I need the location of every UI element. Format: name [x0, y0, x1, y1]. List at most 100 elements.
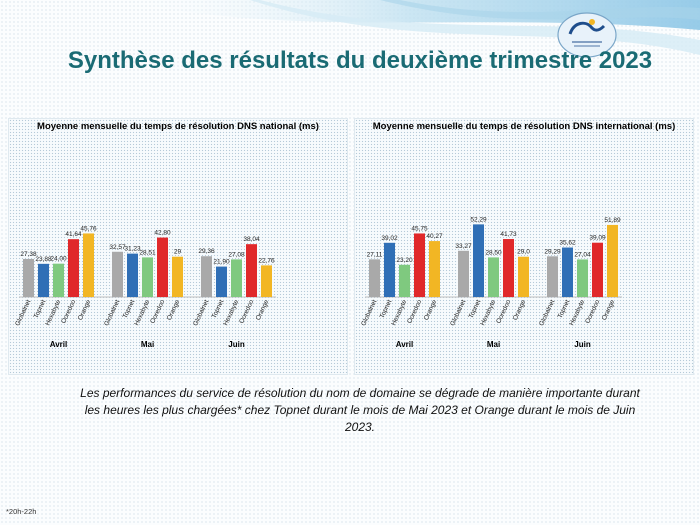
summary-text: Les performances du service de résolutio…: [80, 386, 640, 434]
tick-label-orange: Orange: [166, 299, 182, 322]
data-label: 41,64: [65, 231, 82, 238]
data-label: 52,29: [470, 216, 487, 223]
bar-ooredoo: [414, 233, 425, 297]
bar-hexabyte: [231, 259, 242, 297]
bar-orange: [172, 256, 183, 297]
bar-globalnet: [201, 256, 212, 297]
tick-label-globalnet: Globalnet: [449, 299, 467, 327]
bar-ooredoo: [157, 237, 168, 297]
chart-panel-national: Moyenne mensuelle du temps de résolution…: [8, 118, 348, 375]
bar-topnet: [562, 247, 573, 297]
group-label: Mai: [141, 340, 154, 349]
bar-orange: [261, 265, 272, 297]
data-label: 29: [174, 249, 182, 256]
data-label: 45,76: [80, 225, 97, 232]
tick-label-ooredoo: Ooredoo: [495, 299, 512, 325]
data-label: 35,62: [559, 240, 576, 247]
data-label: 24,00: [50, 256, 67, 263]
data-label: 42,80: [154, 230, 171, 237]
data-label: 39,02: [381, 235, 398, 242]
bar-ooredoo: [246, 244, 257, 297]
data-label: 23,20: [396, 257, 413, 264]
bar-orange: [429, 241, 440, 297]
bar-topnet: [473, 224, 484, 297]
data-label: 31,23: [124, 246, 141, 253]
data-label: 29,29: [544, 248, 561, 255]
bar-globalnet: [458, 250, 469, 297]
tick-label-globalnet: Globalnet: [538, 299, 556, 327]
bar-topnet: [384, 242, 395, 297]
data-label: 22,76: [258, 257, 275, 264]
data-label: 23,88: [35, 256, 52, 263]
data-label: 27,11: [367, 251, 383, 258]
tick-label-topnet: Topnet: [468, 299, 483, 320]
tick-label-ooredoo: Ooredoo: [406, 299, 423, 325]
tick-label-orange: Orange: [255, 299, 271, 322]
data-label: 27,04: [574, 251, 591, 258]
group-label: Avril: [50, 340, 68, 349]
bar-hexabyte: [577, 259, 588, 297]
chart-title-international: Moyenne mensuelle du temps de résolution…: [372, 121, 676, 132]
bar-ooredoo: [592, 242, 603, 297]
bar-orange: [83, 233, 94, 297]
page-title: Synthèse des résultats du deuxième trime…: [67, 47, 653, 74]
bar-hexabyte: [488, 257, 499, 297]
tick-label-ooredoo: Ooredoo: [60, 299, 77, 325]
data-label: 40,27: [426, 233, 443, 240]
bar-topnet: [216, 266, 227, 297]
bar-hexabyte: [142, 257, 153, 297]
tick-label-ooredoo: Ooredoo: [584, 299, 601, 325]
tick-label-topnet: Topnet: [211, 299, 226, 320]
data-label: 51,89: [604, 217, 621, 224]
data-label: 27,38: [20, 251, 37, 258]
chart-national: 27,38Globalnet23,88Topnet24,00Hexabyte41…: [14, 225, 276, 349]
bar-hexabyte: [53, 263, 64, 297]
header-wave-decoration: [120, 0, 700, 55]
tick-label-globalnet: Globalnet: [103, 299, 121, 327]
bar-globalnet: [547, 256, 558, 297]
data-label: 27,08: [228, 251, 245, 258]
tick-label-globalnet: Globalnet: [14, 299, 32, 327]
tick-label-topnet: Topnet: [33, 299, 48, 320]
group-label: Avril: [396, 340, 414, 349]
data-label: 29,36: [198, 248, 215, 255]
tick-label-topnet: Topnet: [379, 299, 394, 320]
tick-label-orange: Orange: [423, 299, 439, 322]
tick-label-orange: Orange: [512, 299, 528, 322]
group-label: Mai: [487, 340, 500, 349]
data-label: 21,90: [213, 259, 230, 266]
tick-label-orange: Orange: [77, 299, 93, 322]
bar-orange: [518, 256, 529, 297]
bar-ooredoo: [503, 239, 514, 297]
data-label: 45,75: [411, 225, 428, 232]
tick-label-topnet: Topnet: [557, 299, 572, 320]
tick-label-ooredoo: Ooredoo: [149, 299, 166, 325]
data-label: 38,04: [243, 236, 260, 243]
group-label: Juin: [228, 340, 245, 349]
bar-topnet: [38, 263, 49, 297]
bar-ooredoo: [68, 239, 79, 297]
tick-label-globalnet: Globalnet: [192, 299, 210, 327]
data-label: 28,51: [139, 249, 156, 256]
bar-globalnet: [369, 259, 380, 297]
data-label: 29,0: [517, 249, 530, 256]
data-label: 28,50: [485, 249, 502, 256]
footnote: *20h-22h: [6, 507, 37, 516]
data-label: 33,27: [455, 243, 472, 250]
chart-title-national: Moyenne mensuelle du temps de résolution…: [37, 121, 319, 132]
bar-topnet: [127, 253, 138, 297]
data-label: 39,09: [589, 235, 606, 242]
logo-icon: [557, 12, 617, 58]
data-label: 41,73: [500, 231, 517, 238]
tick-label-globalnet: Globalnet: [360, 299, 378, 327]
tick-label-ooredoo: Ooredoo: [238, 299, 255, 325]
bar-orange: [607, 224, 618, 297]
bar-globalnet: [112, 251, 123, 297]
bar-hexabyte: [399, 264, 410, 297]
tick-label-orange: Orange: [601, 299, 617, 322]
chart-panel-international: Moyenne mensuelle du temps de résolution…: [354, 118, 694, 375]
bar-globalnet: [23, 258, 34, 297]
group-label: Juin: [574, 340, 591, 349]
tick-label-topnet: Topnet: [122, 299, 137, 320]
data-label: 32,57: [109, 244, 126, 251]
